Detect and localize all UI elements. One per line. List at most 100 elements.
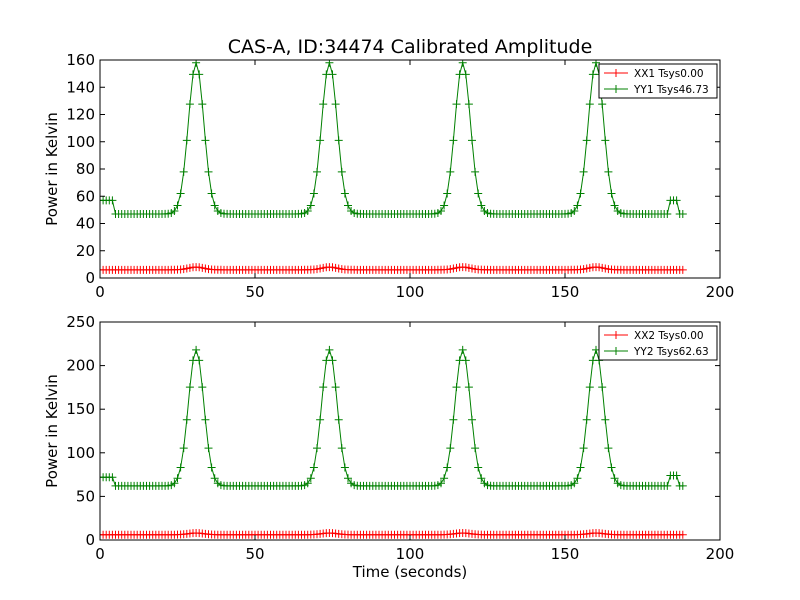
data-point [474,463,483,472]
series-1 [100,263,687,274]
data-point [313,444,321,453]
data-point [458,345,467,354]
series-line [100,348,683,487]
data-point [579,444,588,453]
data-point [340,189,349,198]
y-tick-label: 160 [66,51,95,69]
y-axis-label: Power in Kelvin [43,374,61,488]
data-point [598,100,607,109]
y-tick-label: 20 [76,242,95,260]
data-point [313,167,321,176]
data-point [464,100,473,109]
data-point [337,444,346,453]
data-point [672,471,681,480]
y-tick-label: 100 [66,133,95,151]
data-point [344,474,352,483]
data-point [198,100,207,109]
data-point [108,196,117,205]
data-point [340,463,349,472]
x-tick-label: 50 [245,283,264,301]
data-point [461,70,470,79]
data-point [468,415,476,424]
data-point [182,136,191,145]
x-axis-label: Time (seconds) [352,563,468,581]
y-tick-label: 0 [85,531,95,549]
data-point [573,474,582,483]
data-point [471,444,480,453]
data-point [570,206,579,215]
data-point [170,206,179,215]
x-tick-label: 0 [95,545,105,563]
data-point [443,189,452,198]
data-point [678,209,687,218]
data-point [663,209,672,218]
data-point [672,196,681,205]
data-point [179,167,188,176]
series-1 [100,529,687,539]
data-point [337,167,346,176]
x-tick-label: 0 [95,283,105,301]
y-tick-label: 50 [76,487,95,505]
data-point [173,474,182,483]
data-point [344,201,352,210]
legend-box [598,63,718,99]
data-point [334,136,343,145]
data-point [179,444,188,453]
y-tick-label: 140 [66,78,95,96]
y-tick-label: 100 [66,444,95,462]
data-point [192,345,201,354]
data-point [449,136,458,145]
data-point [306,474,315,483]
legend-swatch-marker [612,85,620,93]
y-tick-label: 120 [66,106,95,124]
data-point [173,201,182,210]
legend-label: YY1 Tsys46.73 [633,84,709,96]
series-2 [100,60,687,218]
data-point [582,415,591,424]
data-point [607,189,616,198]
legend-box [598,325,718,361]
y-tick-label: 80 [76,160,95,178]
data-point [576,189,585,198]
data-point [328,70,337,79]
data-point [170,479,179,488]
data-point [204,444,213,453]
y-axis-label: Power in Kelvin [43,112,61,226]
data-point [449,415,458,424]
data-point [195,356,204,365]
data-point [319,100,328,109]
data-point [477,201,486,210]
data-point [443,463,452,472]
data-point [207,189,216,198]
data-point [598,383,607,392]
y-tick-label: 200 [66,357,95,375]
data-point [604,167,613,176]
data-point [604,444,613,453]
data-point [601,136,610,145]
data-point [678,265,687,274]
data-point [464,383,473,392]
data-point [303,479,312,488]
data-point [446,167,455,176]
series-line [100,60,683,215]
y-tick-label: 250 [66,313,95,331]
data-point [570,479,579,488]
y-tick-label: 40 [76,215,95,233]
data-point [176,189,185,198]
data-point [468,136,476,145]
data-point [573,201,582,210]
data-point [610,474,619,483]
data-point [331,100,340,109]
data-point [437,479,445,488]
y-tick-label: 150 [66,400,95,418]
legend-swatch-marker [612,347,620,355]
x-tick-label: 150 [551,545,580,563]
data-point [195,70,204,79]
data-point [185,383,194,392]
legend: XX1 Tsys0.00 YY1 Tsys46.73 [598,63,718,99]
data-point [334,415,343,424]
x-tick-label: 100 [396,283,425,301]
data-point [331,383,340,392]
chart-title: CAS-A, ID:34474 Calibrated Amplitude [228,36,593,58]
